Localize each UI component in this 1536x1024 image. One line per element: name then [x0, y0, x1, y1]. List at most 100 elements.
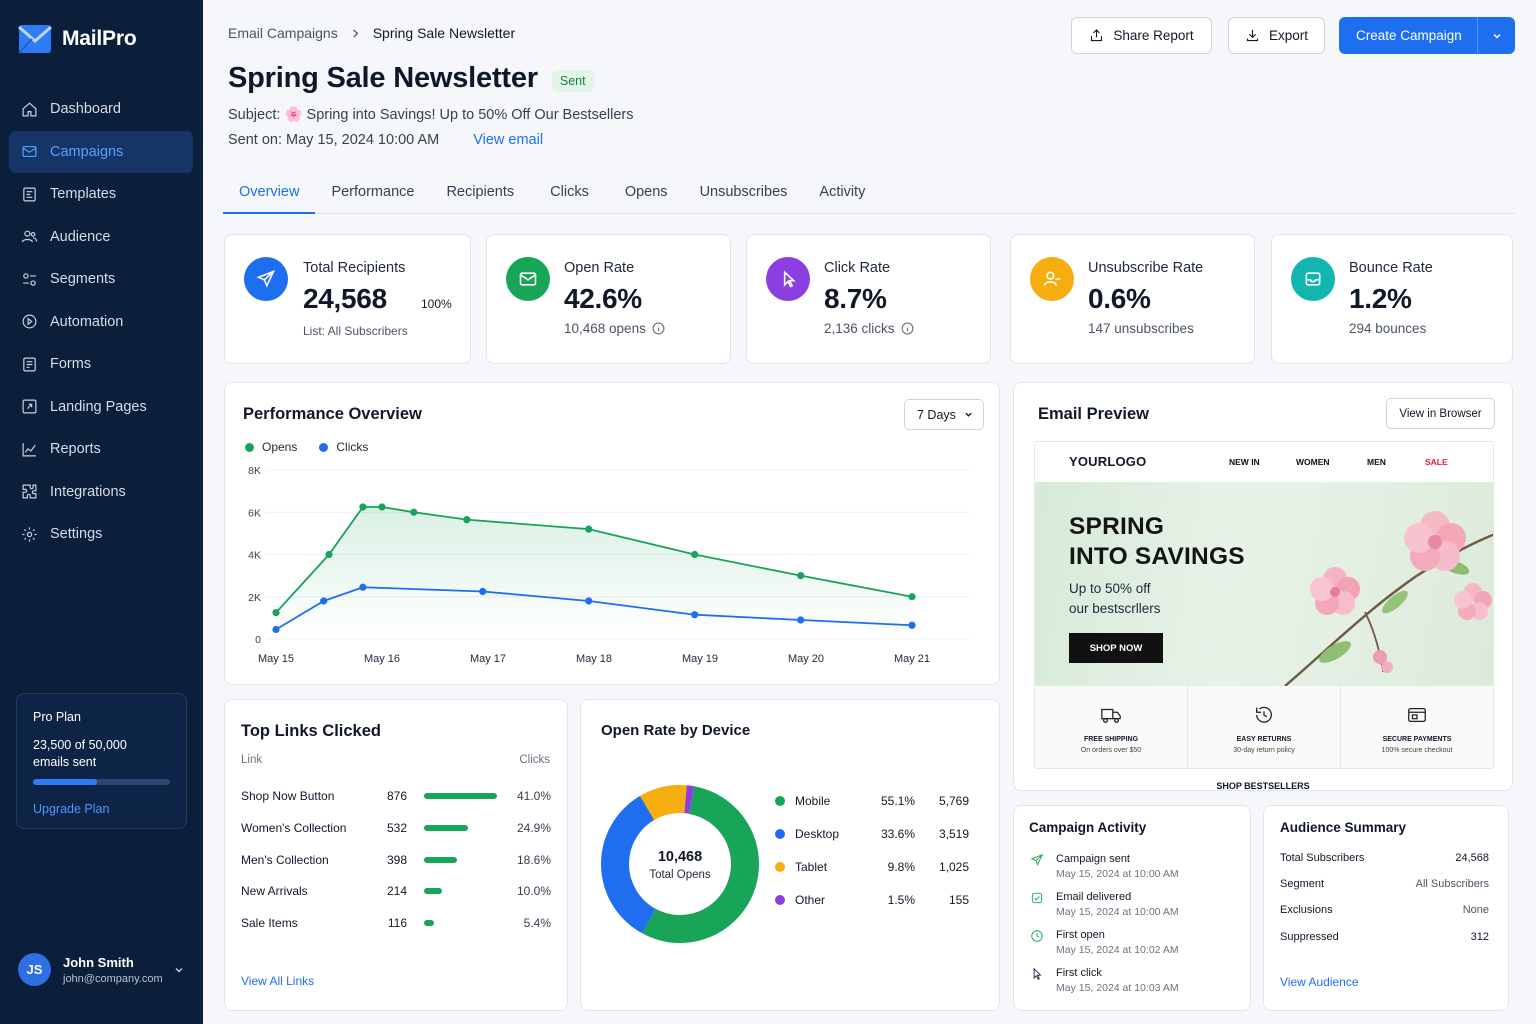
tab-opens[interactable]: Opens — [624, 184, 668, 200]
tab-unsubscribes[interactable]: Unsubscribes — [699, 184, 788, 200]
return-icon — [1256, 706, 1272, 723]
legend-dot — [319, 443, 329, 452]
mailpro-logo-icon — [18, 25, 52, 54]
stat-value: 24,568 — [303, 283, 387, 314]
clock-icon — [1031, 930, 1043, 942]
info-icon[interactable] — [652, 322, 665, 335]
email-hero-title: SPRING INTO SAVINGS — [1069, 512, 1245, 572]
plan-usage-line2: emails sent — [33, 755, 97, 769]
tab-recipients[interactable]: Recipients — [446, 184, 515, 200]
audience-label: Total Subscribers — [1280, 852, 1365, 864]
sidebar-item-segments[interactable]: Segments — [9, 258, 193, 300]
create-campaign-button[interactable]: Create Campaign — [1339, 17, 1515, 54]
view-all-links-link[interactable]: View All Links — [241, 974, 315, 988]
device-row-mobile: Mobile 55.1% 5,769 — [775, 793, 975, 811]
performance-overview-card: Performance Overview 7 Days Opens Clicks… — [224, 382, 1000, 685]
sidebar-item-landing-pages[interactable]: Landing Pages — [9, 386, 193, 428]
sidebar-item-integrations[interactable]: Integrations — [9, 471, 193, 513]
data-point-opens — [359, 503, 367, 511]
activity-title-text: Email delivered — [1056, 891, 1132, 903]
upgrade-plan-link[interactable]: Upgrade Plan — [33, 802, 110, 816]
sidebar-item-settings[interactable]: Settings — [9, 513, 193, 555]
table-row[interactable]: Sale Items 116 5.4% — [241, 913, 551, 933]
email-nav-new-in[interactable]: NEW IN — [1229, 457, 1260, 467]
device-count: 1,025 — [938, 860, 969, 874]
user-name: John Smith — [63, 954, 134, 970]
plan-usage-bar-fill — [33, 779, 98, 785]
stat-label: Unsubscribe Rate — [1088, 260, 1204, 276]
export-button[interactable]: Export — [1228, 17, 1325, 54]
create-campaign-dropdown[interactable] — [1477, 17, 1515, 54]
breadcrumb-email-campaigns[interactable]: Email Campaigns — [228, 25, 338, 41]
sidebar-item-automation[interactable]: Automation — [9, 301, 193, 343]
email-subject: Subject: 🌸 Spring into Savings! Up to 50… — [228, 106, 633, 123]
share-report-button[interactable]: Share Report — [1071, 17, 1212, 54]
legend-item-opens[interactable]: Opens — [245, 440, 297, 454]
y-tick-label: 4K — [248, 550, 261, 562]
device-count: 5,769 — [938, 794, 969, 808]
view-audience-link[interactable]: View Audience — [1280, 975, 1359, 989]
email-hero-sub-line2: our bestscrllers — [1069, 601, 1161, 616]
sidebar-item-forms[interactable]: Forms — [9, 343, 193, 385]
user-menu[interactable]: JS John Smith john@company.com — [18, 953, 188, 986]
link-name: Sale Items — [241, 916, 298, 930]
data-point-clicks — [691, 611, 699, 619]
link-clicks: 116 — [387, 916, 407, 930]
tab-activity[interactable]: Activity — [819, 184, 866, 200]
stat-label: Open Rate — [564, 260, 635, 276]
brand[interactable]: MailPro — [18, 24, 137, 54]
total-opens-label: Total Opens — [649, 869, 711, 881]
tab-clicks[interactable]: Clicks — [550, 184, 589, 200]
email-nav-men[interactable]: MEN — [1367, 457, 1386, 467]
table-row[interactable]: New Arrivals 214 10.0% — [241, 881, 551, 901]
donut-slice-desktop — [601, 795, 656, 934]
stat-sub: 147 unsubscribes — [1088, 321, 1194, 336]
email-nav-sale[interactable]: SALE — [1425, 457, 1448, 467]
donut-slice-tablet — [640, 785, 687, 820]
tab-overview[interactable]: Overview — [223, 176, 316, 214]
email-nav-women[interactable]: WOMEN — [1296, 457, 1330, 467]
sidebar-item-audience[interactable]: Audience — [9, 216, 193, 258]
sidebar-item-dashboard[interactable]: Dashboard — [9, 88, 193, 130]
plan-card: Pro Plan 23,500 of 50,000 emails sent Up… — [16, 693, 187, 829]
tab-performance[interactable]: Performance — [331, 184, 415, 200]
legend-item-clicks[interactable]: Clicks — [319, 440, 368, 454]
stat-value: 1.2% — [1349, 283, 1412, 314]
view-email-link[interactable]: View email — [473, 132, 544, 148]
table-row[interactable]: Shop Now Button 876 41.0% — [241, 786, 551, 806]
shop-bestsellers-heading: SHOP BESTSELLERS — [1216, 781, 1310, 791]
device-label: Tablet — [795, 860, 828, 874]
legend-dot — [775, 862, 785, 872]
sidebar-item-campaigns[interactable]: Campaigns — [9, 130, 193, 173]
range-select[interactable]: 7 Days — [904, 399, 984, 430]
legend-dot — [775, 796, 785, 806]
data-point-opens — [272, 608, 280, 617]
data-point-opens — [691, 550, 699, 559]
data-point-clicks — [585, 597, 593, 605]
audience-row: Segment All Subscribers — [1280, 878, 1489, 890]
view-in-browser-button[interactable]: View in Browser — [1386, 398, 1495, 429]
email-preview-title: Email Preview — [1038, 405, 1149, 423]
device-percent: 9.8% — [887, 860, 915, 874]
table-row[interactable]: Men's Collection 398 18.6% — [241, 850, 551, 870]
sidebar-item-label: Dashboard — [50, 101, 121, 117]
audience-value: 312 — [1470, 931, 1489, 943]
sidebar-item-label: Landing Pages — [50, 398, 147, 415]
email-hero-subtitle: Up to 50% off our bestscrllers — [1069, 579, 1161, 619]
inbox-icon — [1291, 257, 1335, 301]
sidebar-item-reports[interactable]: Reports — [9, 428, 193, 470]
device-row-desktop: Desktop 33.6% 3,519 — [775, 826, 975, 844]
audience-label: Segment — [1280, 878, 1325, 890]
stat-sub: 294 bounces — [1349, 321, 1427, 336]
table-row[interactable]: Women's Collection 532 24.9% — [241, 818, 551, 838]
shop-now-button[interactable]: SHOP NOW — [1069, 633, 1163, 663]
sidebar-item-label: Forms — [50, 356, 92, 372]
chevron-down-icon[interactable] — [174, 965, 184, 975]
link-name: Men's Collection — [241, 853, 329, 867]
data-point-opens — [325, 550, 333, 559]
create-campaign-label: Create Campaign — [1356, 28, 1462, 43]
info-icon[interactable] — [901, 322, 914, 335]
column-header-link: Link — [241, 754, 263, 766]
email-features: FREE SHIPPING On orders over $50 EASY RE… — [1035, 686, 1493, 768]
sidebar-item-templates[interactable]: Templates — [9, 173, 193, 215]
